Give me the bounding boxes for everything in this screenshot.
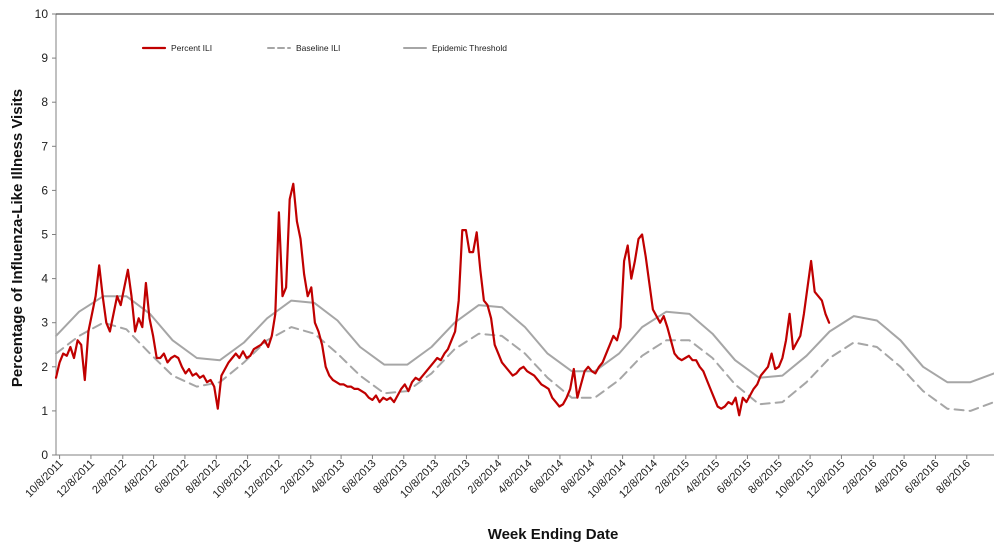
x-axis-title: Week Ending Date: [488, 526, 619, 543]
series-line-baseline-ili: [55, 321, 994, 412]
y-tick-label: 8: [41, 95, 48, 109]
legend-label-epidemic-threshold: Epidemic Threshold: [432, 43, 507, 53]
y-tick-label: 9: [41, 51, 48, 65]
legend-label-baseline-ili: Baseline ILI: [296, 43, 340, 53]
y-tick-label: 3: [41, 316, 48, 330]
y-tick-label: 7: [41, 139, 48, 153]
legend-label-percent-ili: Percent ILI: [171, 43, 212, 53]
x-tick-label: 8/8/2016: [934, 458, 973, 497]
series-line-epidemic-threshold: [55, 295, 994, 384]
y-tick-label: 4: [41, 272, 48, 286]
y-tick-label: 0: [41, 448, 48, 462]
y-tick-label: 1: [41, 404, 48, 418]
y-tick-label: 5: [41, 228, 48, 242]
series-line-percent-ili: [54, 182, 831, 417]
y-tick-label: 6: [41, 183, 48, 197]
y-axis-title: Percentage of Influenza-Like Illness Vis…: [9, 89, 26, 387]
y-tick-label: 10: [35, 7, 49, 21]
y-tick-label: 2: [41, 360, 48, 374]
axes: 01234567891010/8/201112/8/20112/8/20124/…: [23, 7, 994, 501]
series-group: [54, 182, 994, 417]
legend: Percent ILI Baseline ILI Epidemic Threshol…: [141, 43, 507, 53]
